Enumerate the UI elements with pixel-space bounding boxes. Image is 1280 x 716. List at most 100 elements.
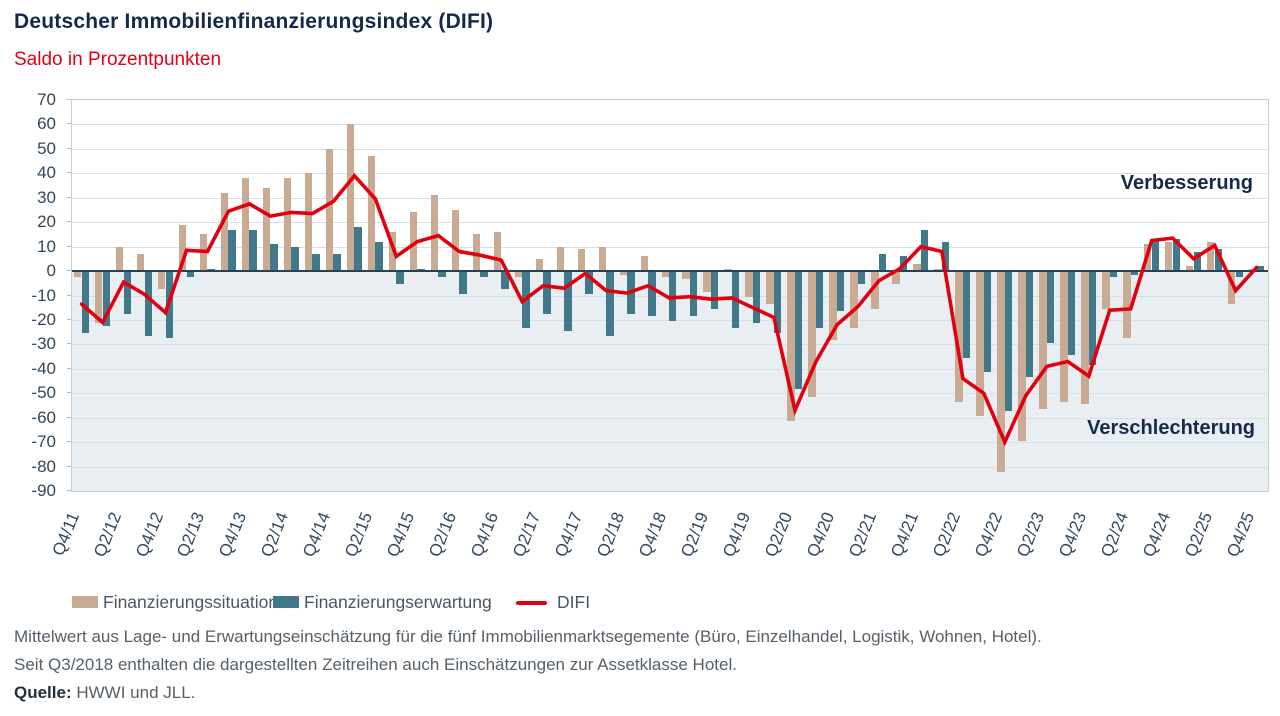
bar-finanzierungserwartung xyxy=(123,272,131,314)
bar-finanzierungssituation xyxy=(346,124,355,272)
x-axis-tick-label: Q2/22 xyxy=(928,509,964,560)
bar-finanzierungserwartung xyxy=(1130,272,1139,275)
bar-finanzierungssituation xyxy=(934,268,942,272)
legend-swatch-finanzierungssituation xyxy=(72,596,98,608)
gridline xyxy=(72,247,1268,248)
gridline xyxy=(72,124,1268,125)
bar-finanzierungserwartung xyxy=(354,227,362,272)
gridline xyxy=(72,393,1268,394)
bar-finanzierungssituation xyxy=(1228,272,1236,304)
y-axis-tick-label: 0 xyxy=(46,261,56,281)
bar-finanzierungserwartung xyxy=(480,272,488,277)
y-axis-tick xyxy=(67,294,71,296)
bar-finanzierungserwartung xyxy=(459,272,467,295)
y-axis-tick-label: -10 xyxy=(31,285,56,305)
y-axis-tick xyxy=(67,147,71,149)
bar-finanzierungserwartung xyxy=(1235,272,1244,277)
page-title: Deutscher Immobilienfinanzierungsindex (… xyxy=(14,10,494,33)
x-axis-tick-label: Q4/23 xyxy=(1054,509,1090,560)
bar-finanzierungssituation xyxy=(74,272,82,277)
y-axis-tick xyxy=(67,172,71,174)
difi-line xyxy=(79,173,1259,447)
y-axis-tick-label: 40 xyxy=(37,163,56,183)
y-axis-tick xyxy=(67,196,71,198)
y-axis-tick-label: 50 xyxy=(37,138,56,158)
bar-finanzierungserwartung xyxy=(753,272,761,324)
gridline xyxy=(72,442,1268,443)
bar-finanzierungssituation xyxy=(1186,266,1194,272)
bar-finanzierungssituation xyxy=(1018,272,1026,441)
bar-finanzierungssituation xyxy=(388,231,397,272)
bar-finanzierungssituation xyxy=(724,268,732,272)
bar-finanzierungserwartung xyxy=(564,272,572,331)
bar-finanzierungssituation xyxy=(913,263,921,272)
bar-finanzierungserwartung xyxy=(102,272,110,326)
x-axis-tick-label: Q4/24 xyxy=(1138,509,1174,560)
x-axis-tick-label: Q4/18 xyxy=(635,509,671,560)
bar-finanzierungssituation xyxy=(241,178,250,272)
bar-finanzierungssituation xyxy=(661,272,669,277)
bar-finanzierungssituation xyxy=(997,272,1005,473)
x-axis-tick-label: Q2/19 xyxy=(677,509,713,560)
y-axis-tick-label: -80 xyxy=(31,456,56,476)
bar-finanzierungssituation xyxy=(220,192,229,272)
source-label: Quelle: xyxy=(14,683,72,702)
gridline xyxy=(72,173,1268,174)
bar-finanzierungssituation xyxy=(157,272,166,290)
bar-finanzierungserwartung xyxy=(815,272,824,329)
gridline xyxy=(72,369,1268,370)
y-axis-tick xyxy=(67,416,71,418)
x-axis-tick-label: Q4/12 xyxy=(131,509,167,560)
bar-finanzierungserwartung xyxy=(501,272,509,290)
footnote-line-1: Mittelwert aus Lage- und Erwartungseinsc… xyxy=(14,627,1042,646)
bar-finanzierungssituation xyxy=(766,272,774,304)
x-axis-tick-label: Q4/14 xyxy=(299,509,335,560)
y-axis-tick-label: 70 xyxy=(37,90,56,109)
x-axis-tick-label: Q2/23 xyxy=(1012,509,1048,560)
gridline xyxy=(72,149,1268,150)
bar-finanzierungssituation xyxy=(430,195,439,272)
bar-finanzierungssituation xyxy=(304,173,313,272)
y-axis-tick-label: -60 xyxy=(31,407,56,427)
difi-chart xyxy=(71,99,1269,492)
zero-axis-line xyxy=(72,270,1268,272)
bar-finanzierungssituation xyxy=(535,258,543,272)
y-axis-tick xyxy=(67,441,71,443)
y-axis-tick-label: -20 xyxy=(31,309,56,329)
y-axis-tick xyxy=(67,343,71,345)
bar-finanzierungssituation xyxy=(577,249,585,272)
page-subtitle: Saldo in Prozentpunkten xyxy=(14,49,222,70)
gridline xyxy=(72,418,1268,419)
x-axis-tick-label: Q2/25 xyxy=(1180,509,1216,560)
bar-finanzierungssituation xyxy=(514,272,523,277)
bar-finanzierungserwartung xyxy=(1004,272,1013,412)
bar-finanzierungserwartung xyxy=(920,229,929,272)
bar-finanzierungserwartung xyxy=(1025,272,1034,378)
x-axis-tick-label: Q2/17 xyxy=(509,509,545,560)
x-axis-tick-label: Q2/21 xyxy=(845,509,880,560)
bar-finanzierungssituation xyxy=(682,272,690,280)
y-axis-tick-label: -40 xyxy=(31,358,56,378)
legend-label-finanzierungserwartung: Finanzierungserwartung xyxy=(304,592,492,612)
bar-finanzierungssituation xyxy=(451,209,460,272)
x-axis-tick-label: Q4/11 xyxy=(48,509,83,559)
bar-finanzierungserwartung xyxy=(1172,239,1181,272)
bar-finanzierungserwartung xyxy=(438,272,446,277)
y-axis-tick xyxy=(67,123,71,125)
legend-label-difi: DIFI xyxy=(557,592,591,612)
bar-finanzierungserwartung xyxy=(585,272,593,295)
x-axis-tick-label: Q4/22 xyxy=(970,509,1006,560)
x-axis-tick-label: Q2/18 xyxy=(593,509,629,560)
source-text: HWWI und JLL. xyxy=(71,683,196,702)
bar-finanzierungssituation xyxy=(556,246,564,272)
bar-finanzierungssituation xyxy=(1081,272,1089,405)
bar-finanzierungssituation xyxy=(1207,241,1215,272)
y-axis-tick xyxy=(67,245,71,247)
y-axis-tick xyxy=(67,490,71,491)
bar-finanzierungserwartung xyxy=(983,272,992,373)
bar-finanzierungssituation xyxy=(787,272,795,422)
x-axis-tick-label: Q2/24 xyxy=(1096,509,1132,560)
bar-finanzierungssituation xyxy=(1102,272,1110,309)
x-axis-tick-label: Q2/15 xyxy=(341,509,377,560)
bar-finanzierungssituation xyxy=(262,187,271,272)
